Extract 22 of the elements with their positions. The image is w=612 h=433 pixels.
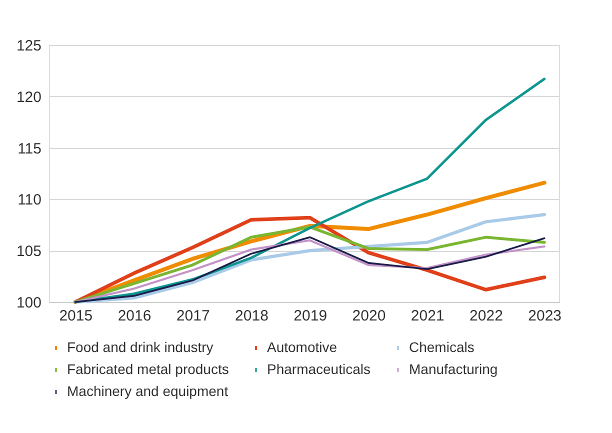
x-tick-label: 2022: [470, 308, 503, 324]
x-tick-label: 2018: [235, 308, 268, 324]
legend-label: Manufacturing: [409, 361, 498, 377]
x-tick-label: 2019: [294, 308, 328, 324]
y-tick-label: 115: [18, 140, 42, 158]
x-tick-label: 2016: [118, 308, 152, 324]
legend-label: Chemicals: [409, 339, 474, 355]
x-tick-label: 2021: [410, 308, 444, 324]
y-tick-label: 125: [16, 38, 42, 54]
x-tick-label: 2017: [176, 308, 210, 324]
y-tick-label: 105: [16, 243, 42, 260]
legend-label: Food and drink industry: [67, 339, 214, 355]
legend-label: Automotive: [267, 339, 338, 355]
legend-label: Machinery and equipment: [67, 383, 228, 399]
y-tick-label: 110: [18, 192, 42, 209]
legend-label: Pharmaceuticals: [267, 361, 370, 377]
y-tick-label: 100: [16, 294, 42, 312]
x-tick-label: 2020: [352, 308, 386, 324]
x-tick-label: 2015: [59, 308, 93, 324]
y-tick-label: 120: [16, 88, 42, 106]
legend-label: Fabricated metal products: [67, 361, 229, 377]
x-tick-label: 2023: [528, 308, 562, 324]
